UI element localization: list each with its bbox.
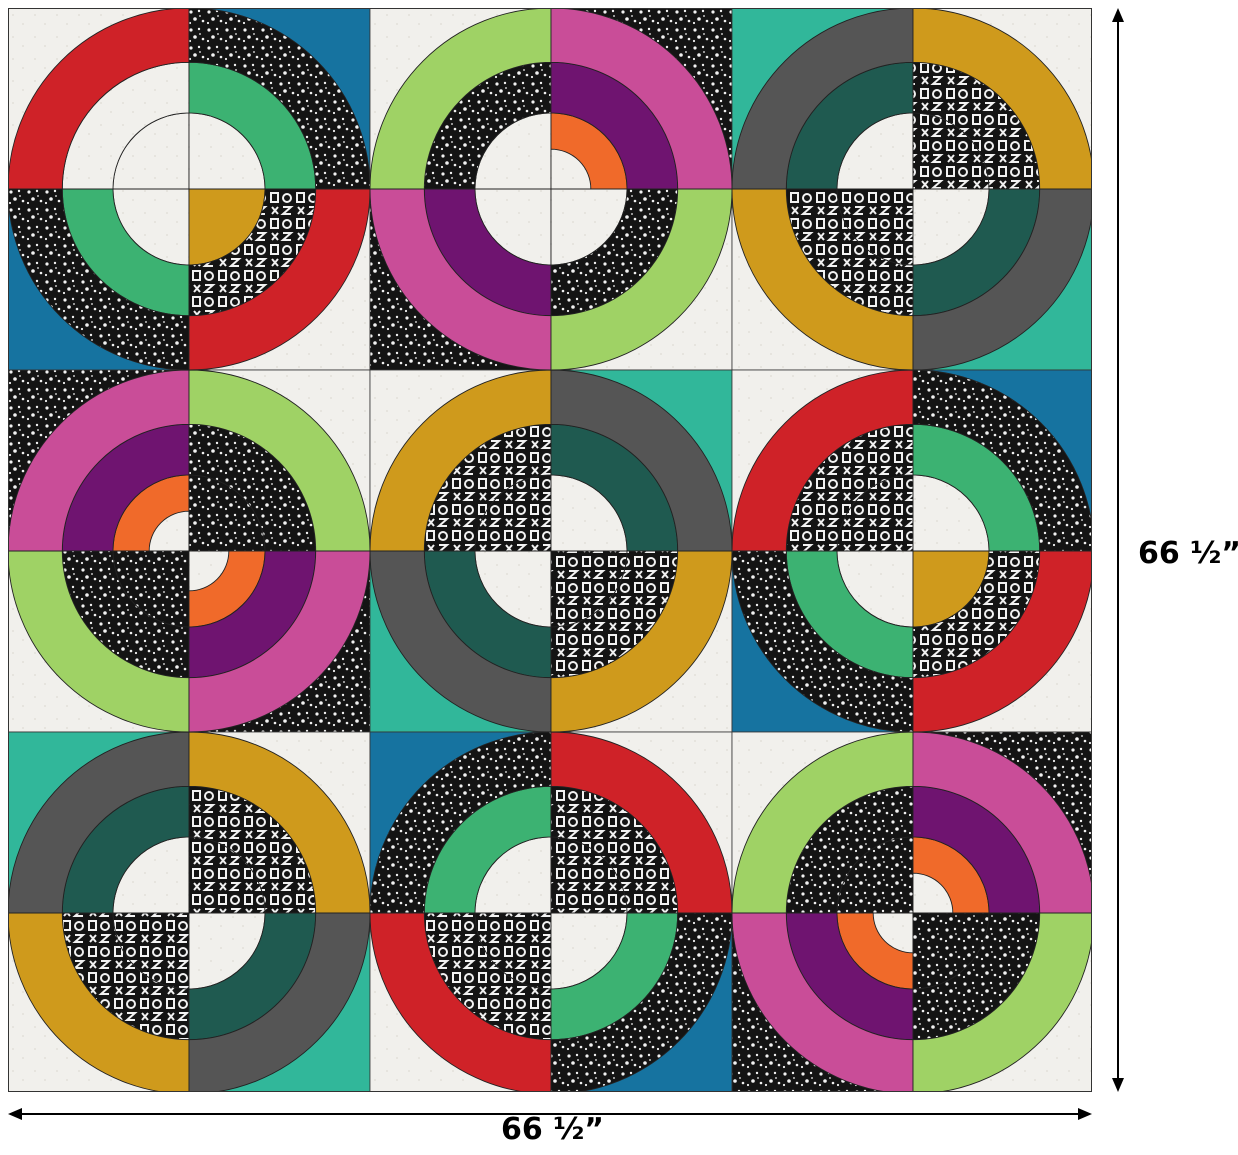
- block-r2-c2-tl-patch: [369, 369, 552, 552]
- block-r1-c3-tl-patch: [731, 8, 914, 190]
- block-r1-c2-tl-patch: [369, 8, 552, 190]
- block-r3-c2-bl-patch: [369, 912, 552, 1092]
- block-r2-c2-br-patch: [550, 550, 733, 733]
- block-r1-c1-br-patch: [188, 188, 371, 371]
- block-r1-c2-br-patch: [550, 188, 733, 371]
- block-r3-c3-tl-patch: [731, 731, 914, 914]
- block-r1-c1-tl-patch: [8, 8, 190, 190]
- block-r3-c3-br-patch-ring-3: [912, 912, 1092, 1092]
- block-r1-c2-tr-patch: [550, 8, 733, 190]
- block-r2-c2-tr-patch-ring-3: [550, 369, 733, 552]
- block-r2-c3-br-patch: [912, 550, 1092, 733]
- block-r3-c3-tr-patch: [912, 731, 1092, 914]
- block-r2-c3-tr-patch: [912, 369, 1092, 552]
- block-r1-c3-bl-patch: [731, 188, 914, 371]
- block-r3-c1-tr-patch-ring-3: [188, 731, 371, 914]
- width-arrow: [8, 1108, 1092, 1120]
- block-r1-c2-bl-patch: [369, 188, 552, 371]
- block-r2-c1-tl-patch: [8, 369, 190, 552]
- block-r2-c2-tr-patch: [550, 369, 733, 552]
- block-r3-c1-bl-patch: [8, 912, 190, 1092]
- block-r3-c1-tr-patch: [188, 731, 371, 914]
- block-r3-c2-tr-patch: [550, 731, 733, 914]
- block-r3-c3-tl-patch-ring-3: [731, 731, 914, 914]
- block-r3-c3-br-patch: [912, 912, 1092, 1092]
- quilt-diagram: [8, 8, 1092, 1092]
- block-r2-c3-tl-patch: [731, 369, 914, 552]
- block-r2-c2-tl-patch-ring-3: [369, 369, 552, 552]
- block-r3-c1-tl-patch-ring-3: [8, 731, 190, 914]
- block-r1-c3-br-patch: [912, 188, 1092, 371]
- height-label: 66 ½”: [1138, 536, 1238, 571]
- block-r1-c2-tr-center: [550, 148, 592, 190]
- height-arrow: [1112, 8, 1124, 1092]
- block-r3-c2-bl-patch-ring-3: [369, 912, 552, 1092]
- quilt-border: [8, 8, 1092, 1092]
- block-r2-c1-tr-patch: [188, 369, 371, 552]
- block-r2-c1-tr-patch-ring-3: [188, 369, 371, 552]
- block-r3-c1-bl-patch-ring-3: [8, 912, 190, 1092]
- block-r3-c3-bl-patch-ring-3: [731, 912, 914, 1092]
- width-label: 66 ½”: [501, 1112, 604, 1147]
- block-r2-c1-bl-patch: [8, 550, 190, 733]
- block-r3-c1-br-patch-ring-3: [188, 912, 371, 1092]
- block-r3-c3-tr-center: [912, 872, 954, 914]
- block-r3-c3-tr-patch-ring-3: [912, 731, 1092, 914]
- block-r3-c2-br-patch-ring-3: [550, 912, 733, 1092]
- block-r2-c3-bl-patch: [731, 550, 914, 733]
- block-r2-c1-br-center: [188, 550, 230, 592]
- block-r3-c2-tl-patch: [369, 731, 552, 914]
- block-r2-c1-tl-center: [148, 510, 190, 552]
- quilt-svg: [8, 8, 1092, 1092]
- block-r3-c1-tl-patch: [8, 731, 190, 914]
- block-r2-c1-br-patch: [188, 550, 371, 733]
- block-r1-c1-tr-patch: [188, 8, 371, 190]
- block-r2-c1-tl-patch-ring-3: [8, 369, 190, 552]
- block-r2-c3-tr-patch-ring-3: [912, 369, 1092, 552]
- block-r3-c2-br-patch: [550, 912, 733, 1092]
- block-r1-c1-bl-patch: [8, 188, 190, 371]
- block-r2-c3-tl-patch-ring-3: [731, 369, 914, 552]
- block-r2-c2-bl-patch: [369, 550, 552, 733]
- block-r1-c3-tr-patch: [912, 8, 1092, 190]
- block-r3-c2-tr-patch-ring-3: [550, 731, 733, 914]
- block-r3-c3-bl-center: [872, 912, 914, 954]
- block-r3-c1-br-patch: [188, 912, 371, 1092]
- block-r3-c2-tl-patch-ring-3: [369, 731, 552, 914]
